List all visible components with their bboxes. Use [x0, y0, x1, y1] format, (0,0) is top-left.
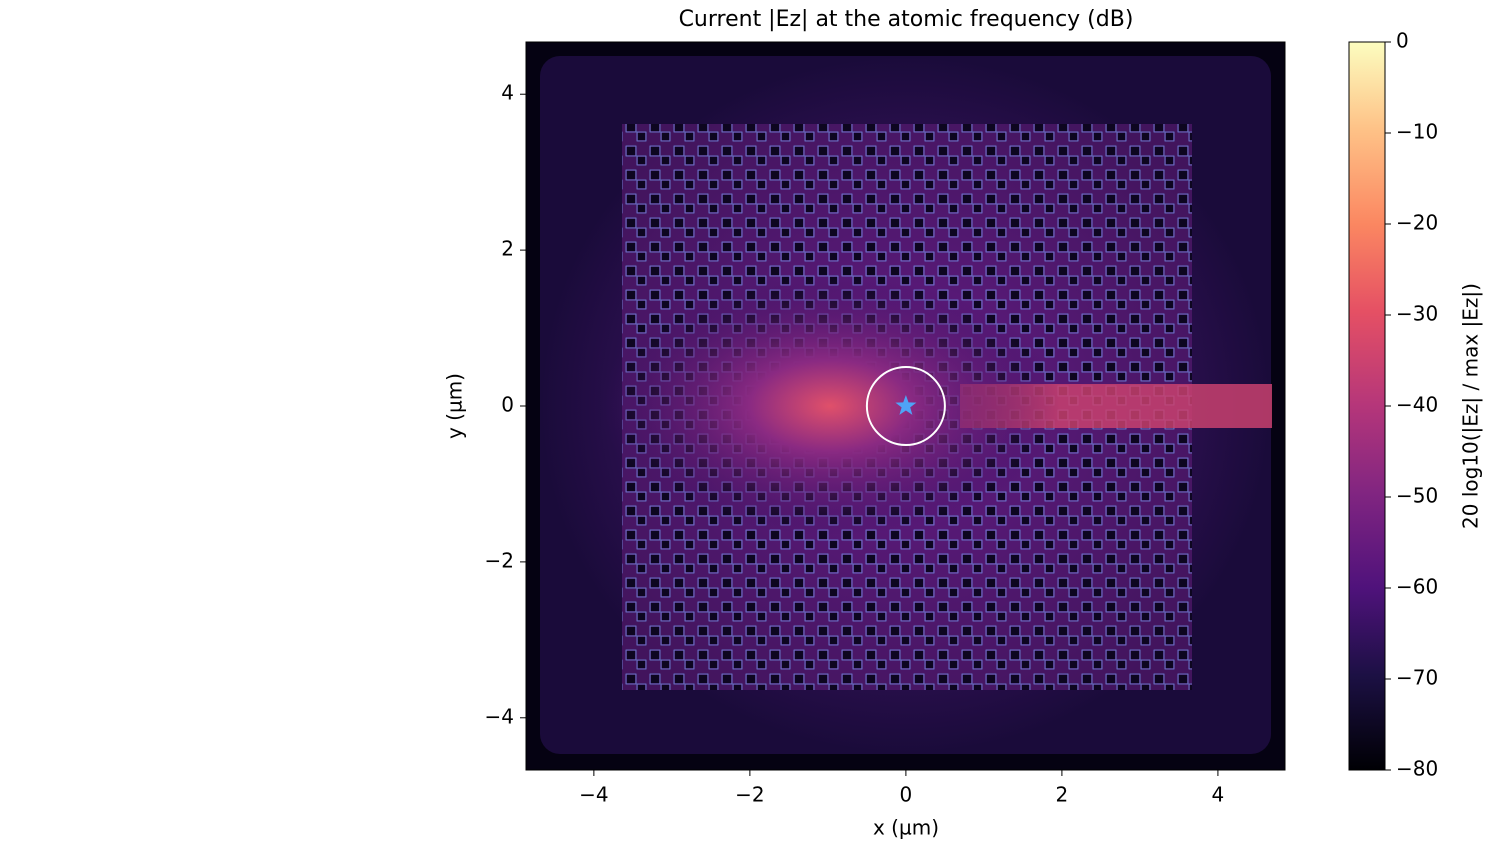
- atom-circle: [865, 365, 946, 447]
- colorbar-tick-label: −50: [1396, 484, 1438, 508]
- colorbar-label: 20 log10(|Ez| / max |Ez|): [1459, 283, 1483, 529]
- colorbar: [1348, 41, 1386, 771]
- y-tick-label: −2: [485, 548, 514, 572]
- y-tick-label: 0: [501, 393, 514, 417]
- y-tick-label: −4: [485, 704, 514, 728]
- colorbar-tick-label: −40: [1396, 393, 1438, 417]
- chart-title: Current |Ez| at the atomic frequency (dB…: [679, 7, 1134, 32]
- x-tick-label: 4: [1212, 783, 1225, 807]
- colorbar-tick-label: −60: [1396, 575, 1438, 599]
- y-tick-label: 2: [501, 237, 514, 261]
- colorbar-tick-label: −70: [1396, 666, 1438, 690]
- x-tick-label: −2: [735, 783, 764, 807]
- atom-marker: [895, 395, 917, 415]
- x-tick-label: 2: [1056, 783, 1069, 807]
- colorbar-tick-label: −10: [1396, 120, 1438, 144]
- y-tick-label: 4: [501, 81, 514, 105]
- x-tick-label: 0: [900, 783, 913, 807]
- x-tick-label: −4: [579, 783, 608, 807]
- y-axis-label: y (µm): [443, 373, 467, 439]
- x-axis-label: x (µm): [873, 816, 939, 840]
- colorbar-tick-label: −20: [1396, 211, 1438, 235]
- colorbar-tick-label: 0: [1396, 29, 1409, 53]
- colorbar-tick-label: −80: [1396, 757, 1438, 781]
- colorbar-tick-label: −30: [1396, 302, 1438, 326]
